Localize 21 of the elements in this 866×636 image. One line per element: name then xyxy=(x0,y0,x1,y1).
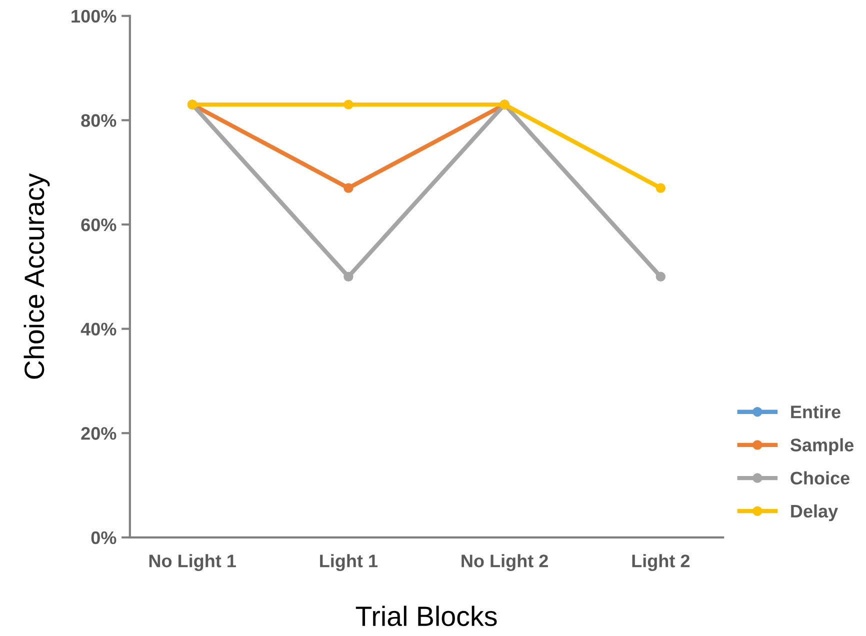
legend-label: Sample xyxy=(790,438,854,456)
x-tick-label: No Light 2 xyxy=(462,554,548,571)
y-tick-label: 0% xyxy=(91,531,116,544)
point xyxy=(656,183,666,193)
y-tick-label: 60% xyxy=(81,218,116,232)
point xyxy=(344,100,354,110)
legend-label: Entire xyxy=(791,405,840,418)
x-tick-label: Light 2 xyxy=(632,554,690,571)
point xyxy=(344,272,354,282)
y-tick-label: 100% xyxy=(72,10,116,23)
legend-label: Choice xyxy=(790,471,850,485)
x-axis-title: Trial Blocks xyxy=(356,606,497,626)
legend-label: Delay xyxy=(791,504,838,522)
y-tick-label: 80% xyxy=(81,114,116,127)
y-axis-title: Choice Accuracy xyxy=(24,173,50,379)
point xyxy=(344,183,354,193)
y-tick-label: 40% xyxy=(80,322,116,336)
x-tick-label: Light 1 xyxy=(320,554,378,571)
point xyxy=(656,272,666,282)
x-tick-label: No Light 1 xyxy=(149,554,236,571)
y-tick-label: 20% xyxy=(81,427,116,440)
